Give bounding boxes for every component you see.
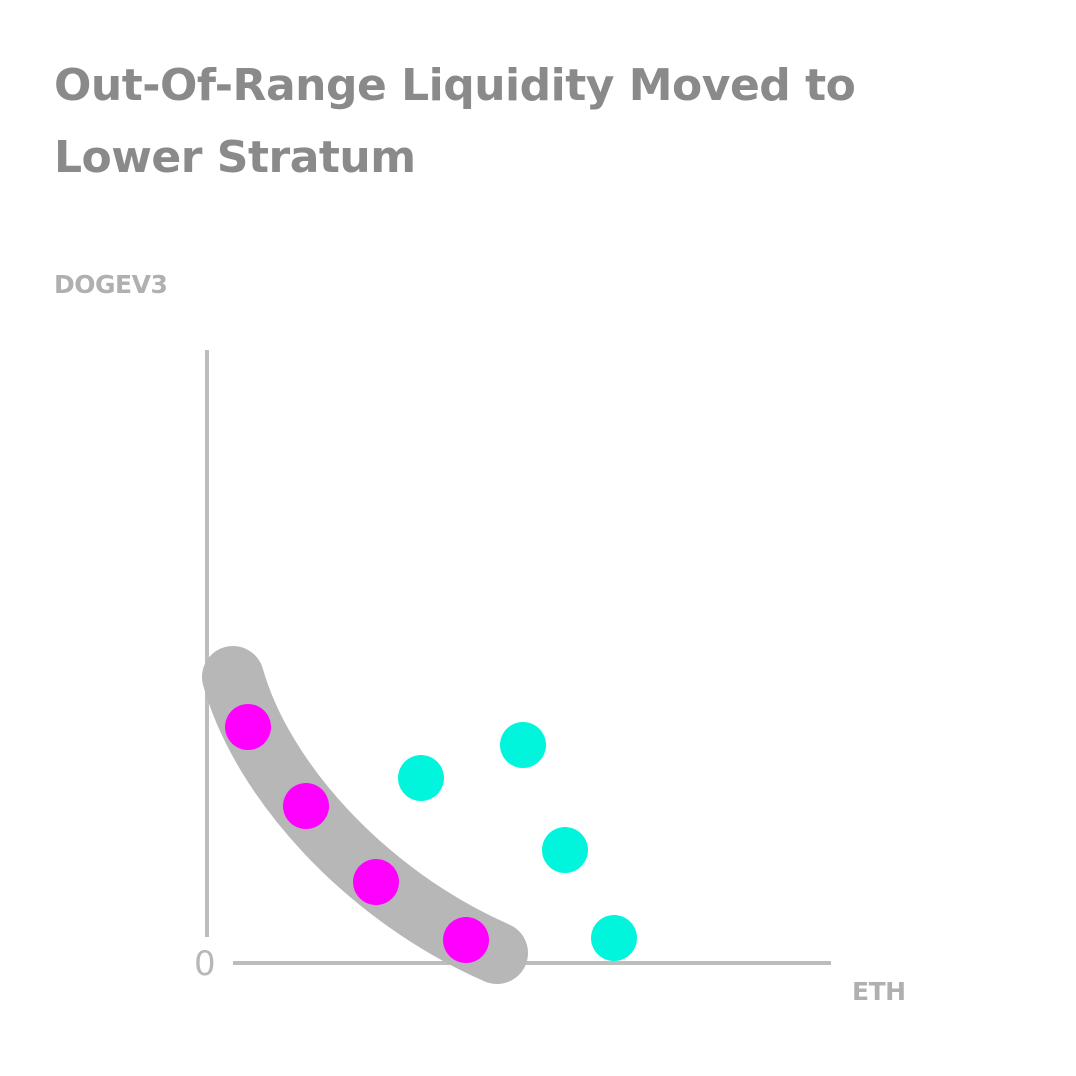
liquidity-curve-band xyxy=(202,646,528,984)
in-range-dot xyxy=(353,859,399,905)
in-range-dot xyxy=(443,917,489,963)
in-range-dot xyxy=(225,704,271,750)
out-of-range-dot xyxy=(500,722,546,768)
in-range-dot xyxy=(283,783,329,829)
out-of-range-dot xyxy=(591,915,637,961)
y-axis-label: DOGEV3 xyxy=(54,270,168,299)
out-of-range-dot xyxy=(398,755,444,801)
x-axis-label: ETH xyxy=(852,977,906,1006)
out-of-range-dots xyxy=(398,722,637,961)
page-title: Out-Of-Range Liquidity Moved to Lower St… xyxy=(54,60,856,183)
origin-label: 0 xyxy=(194,944,216,984)
in-range-dots xyxy=(225,704,489,963)
out-of-range-dot xyxy=(542,827,588,873)
